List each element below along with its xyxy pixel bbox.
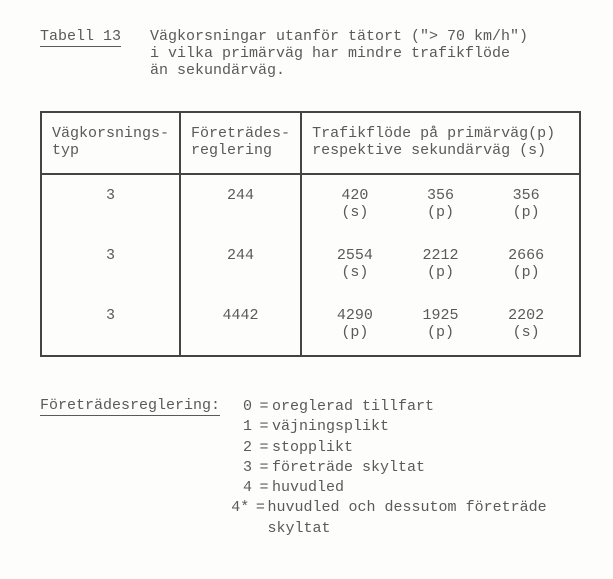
flow-label: (s)	[341, 264, 368, 281]
caption-block: Tabell 13 Vägkorsningar utanför tätort (…	[40, 28, 581, 79]
cell-flows: 2554 (s) 2212 (p) 2666 (p)	[301, 235, 580, 295]
flow-value: 4290	[337, 307, 373, 324]
legend-text: oreglerad tillfart	[272, 397, 581, 417]
header-text: Trafikflöde på primärväg(p)	[312, 125, 555, 142]
crossing-table: Vägkorsnings- typ Företrädes- reglering …	[40, 111, 581, 357]
legend-item: 0 = oreglerad tillfart	[226, 397, 581, 417]
legend-text: stopplikt	[272, 438, 581, 458]
caption-line: än sekundärväg.	[150, 62, 285, 79]
flow-value: 2212	[423, 247, 459, 264]
equals-sign: =	[253, 498, 267, 539]
header-text: typ	[52, 142, 79, 159]
legend-code: 4*	[226, 498, 253, 539]
header-crossing-type: Vägkorsnings- typ	[41, 112, 180, 174]
flow-value: 1925	[423, 307, 459, 324]
flow-col: 420 (s)	[330, 187, 380, 221]
cell-type: 3	[41, 174, 180, 235]
legend-code: 4	[226, 478, 256, 498]
cell-type: 3	[41, 235, 180, 295]
flow-label: (s)	[341, 204, 368, 221]
flow-col: 2202 (s)	[501, 307, 551, 341]
flow-col: 356 (p)	[416, 187, 466, 221]
legend-text: huvudled och dessutom företräde skyltat	[268, 498, 581, 539]
table-row: 3 244 2554 (s) 2212 (p) 2666 (p)	[41, 235, 580, 295]
header-text: reglering	[191, 142, 272, 159]
flow-col: 2212 (p)	[416, 247, 466, 281]
equals-sign: =	[256, 478, 272, 498]
header-traffic-flow: Trafikflöde på primärväg(p) respektive s…	[301, 112, 580, 174]
flow-col: 2666 (p)	[501, 247, 551, 281]
caption-line: i vilka primärväg har mindre trafikflöde	[150, 45, 510, 62]
flow-label: (p)	[513, 264, 540, 281]
cell-type: 3	[41, 295, 180, 356]
equals-sign: =	[256, 397, 272, 417]
table-header-row: Vägkorsnings- typ Företrädes- reglering …	[41, 112, 580, 174]
flow-value: 420	[341, 187, 368, 204]
table-label: Tabell 13	[40, 28, 150, 79]
legend-item: 3 = företräde skyltat	[226, 458, 581, 478]
legend-text: väjningsplikt	[272, 417, 581, 437]
equals-sign: =	[256, 417, 272, 437]
flow-value: 356	[513, 187, 540, 204]
legend-label: Företrädesreglering:	[40, 397, 226, 539]
legend-item: 4 = huvudled	[226, 478, 581, 498]
flow-value: 356	[427, 187, 454, 204]
flow-col: 2554 (s)	[330, 247, 380, 281]
equals-sign: =	[256, 458, 272, 478]
flow-label: (p)	[341, 324, 368, 341]
caption-line: Vägkorsningar utanför tätort ("> 70 km/h…	[150, 28, 528, 45]
flow-value: 2666	[508, 247, 544, 264]
legend-text: företräde skyltat	[272, 458, 581, 478]
equals-sign: =	[256, 438, 272, 458]
header-text: Vägkorsnings-	[52, 125, 169, 142]
legend-item: 2 = stopplikt	[226, 438, 581, 458]
flow-label: (p)	[513, 204, 540, 221]
caption-text: Vägkorsningar utanför tätort ("> 70 km/h…	[150, 28, 581, 79]
cell-reg: 244	[180, 235, 301, 295]
legend-code: 3	[226, 458, 256, 478]
table-row: 3 4442 4290 (p) 1925 (p) 2202 (s)	[41, 295, 580, 356]
legend-code: 2	[226, 438, 256, 458]
legend-label-text: Företrädesreglering:	[40, 397, 220, 416]
flow-label: (s)	[513, 324, 540, 341]
flow-col: 4290 (p)	[330, 307, 380, 341]
legend-code: 0	[226, 397, 256, 417]
legend-text: huvudled	[272, 478, 581, 498]
header-text: respektive sekundärväg (s)	[312, 142, 546, 159]
table-label-text: Tabell 13	[40, 28, 121, 47]
flow-value: 2202	[508, 307, 544, 324]
header-regulation: Företrädes- reglering	[180, 112, 301, 174]
cell-flows: 420 (s) 356 (p) 356 (p)	[301, 174, 580, 235]
cell-flows: 4290 (p) 1925 (p) 2202 (s)	[301, 295, 580, 356]
legend-items: 0 = oreglerad tillfart 1 = väjningsplikt…	[226, 397, 581, 539]
cell-reg: 244	[180, 174, 301, 235]
flow-label: (p)	[427, 324, 454, 341]
flow-label: (p)	[427, 204, 454, 221]
legend-code: 1	[226, 417, 256, 437]
header-text: Företrädes-	[191, 125, 290, 142]
legend-block: Företrädesreglering: 0 = oreglerad tillf…	[40, 397, 581, 539]
flow-col: 1925 (p)	[416, 307, 466, 341]
cell-reg: 4442	[180, 295, 301, 356]
flow-col: 356 (p)	[501, 187, 551, 221]
legend-item: 4* = huvudled och dessutom företräde sky…	[226, 498, 581, 539]
table-row: 3 244 420 (s) 356 (p) 356 (p)	[41, 174, 580, 235]
legend-item: 1 = väjningsplikt	[226, 417, 581, 437]
flow-value: 2554	[337, 247, 373, 264]
flow-label: (p)	[427, 264, 454, 281]
